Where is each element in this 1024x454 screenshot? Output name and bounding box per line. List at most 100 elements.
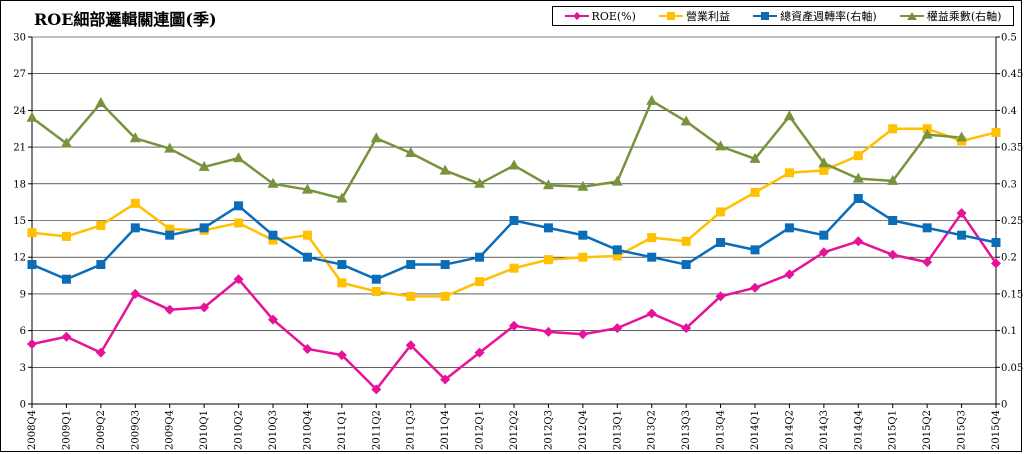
data-point <box>749 152 761 163</box>
data-point <box>61 231 71 241</box>
data-point <box>784 168 794 178</box>
data-point <box>853 193 863 203</box>
data-point <box>578 252 588 262</box>
y-right-tick-label: 0.5 <box>1001 33 1017 44</box>
x-tick-label: 2011Q1 <box>337 410 348 450</box>
data-point <box>542 179 554 190</box>
data-point <box>819 230 829 240</box>
data-point <box>370 132 382 143</box>
data-point <box>440 291 450 301</box>
chart-legend: ROE(%) 營業利益 總資產週轉率(右軸) 權益乘數(右軸) <box>552 6 1014 26</box>
data-point <box>888 216 898 225</box>
x-tick-label: 2013Q2 <box>647 410 658 450</box>
data-point <box>301 183 313 194</box>
x-tick-label: 2013Q4 <box>716 410 727 450</box>
data-point <box>61 331 72 342</box>
data-point <box>474 177 486 188</box>
data-point <box>336 192 348 203</box>
y-right-tick-label: 0.1 <box>1001 326 1017 337</box>
y-left-tick-label: 15 <box>13 216 26 227</box>
data-point <box>750 282 760 293</box>
x-tick-label: 2011Q4 <box>440 410 451 450</box>
data-point <box>509 216 519 225</box>
data-point <box>887 249 898 260</box>
x-tick-label: 2015Q2 <box>922 410 933 450</box>
x-tick-label: 2011Q3 <box>406 410 417 450</box>
x-tick-label: 2009Q2 <box>96 410 107 450</box>
data-point <box>27 228 37 238</box>
data-point <box>337 278 347 288</box>
legend-swatch-roe <box>564 12 589 20</box>
data-point <box>267 177 279 188</box>
data-point <box>750 187 760 197</box>
y-right-tick-label: 0.35 <box>1001 143 1023 154</box>
legend-label-asset-turnover: 總資產週轉率(右軸) <box>780 10 877 23</box>
x-tick-label: 2013Q3 <box>681 410 692 450</box>
data-point <box>784 269 795 280</box>
data-point <box>819 165 829 175</box>
data-point <box>750 245 760 255</box>
data-point <box>474 347 485 358</box>
legend-item-operating-profit: 營業利益 <box>659 8 730 24</box>
data-point <box>647 252 657 262</box>
y-left-tick-label: 0 <box>20 400 26 411</box>
data-point <box>95 97 107 108</box>
data-point <box>716 238 726 248</box>
x-tick-label: 2012Q3 <box>543 410 554 450</box>
data-point <box>268 314 278 325</box>
y-right-tick-label: 0.2 <box>1001 253 1017 264</box>
data-point <box>439 164 451 175</box>
y-left-tick-label: 6 <box>20 326 26 337</box>
data-point <box>681 260 691 270</box>
data-point <box>268 230 278 240</box>
data-point <box>783 110 795 121</box>
legend-swatch-equity-multiplier <box>899 12 924 20</box>
y-left-tick-label: 21 <box>13 143 26 154</box>
y-left-tick-label: 24 <box>13 106 26 117</box>
data-point <box>509 263 519 273</box>
x-tick-label: 2010Q4 <box>302 410 313 450</box>
data-point <box>406 291 416 301</box>
data-point <box>508 159 520 170</box>
data-point <box>475 277 485 287</box>
data-point <box>164 304 175 315</box>
data-point <box>887 174 899 185</box>
series-line <box>31 211 998 391</box>
data-point <box>475 252 485 262</box>
x-tick-label: 2009Q3 <box>130 410 141 450</box>
data-point <box>440 374 451 385</box>
legend-swatch-operating-profit <box>659 12 684 20</box>
data-point <box>543 255 553 265</box>
x-tick-label: 2013Q1 <box>612 410 623 450</box>
data-point <box>405 340 416 351</box>
data-point <box>957 230 967 240</box>
y-left-tick-label: 3 <box>20 363 26 374</box>
y-left-tick-label: 30 <box>13 33 26 44</box>
data-point <box>371 274 381 284</box>
data-point <box>268 235 278 245</box>
data-point <box>95 347 106 358</box>
x-tick-label: 2011Q2 <box>371 410 382 450</box>
y-right-tick-label: 0.45 <box>1001 69 1023 80</box>
legend-item-asset-turnover: 總資產週轉率(右軸) <box>753 8 877 24</box>
x-tick-label: 2012Q1 <box>475 410 486 450</box>
data-point <box>302 252 312 262</box>
legend-item-equity-multiplier: 權益乘數(右軸) <box>899 8 1001 24</box>
y-right-tick-label: 0.05 <box>1001 363 1023 374</box>
x-tick-label: 2012Q2 <box>509 410 520 450</box>
data-point <box>646 94 658 105</box>
data-point <box>130 288 141 299</box>
data-point <box>612 323 623 334</box>
y-right-tick-label: 0.3 <box>1001 179 1017 190</box>
x-tick-label: 2014Q2 <box>784 410 795 450</box>
x-tick-label: 2015Q4 <box>991 410 1002 450</box>
data-point <box>234 218 244 228</box>
x-tick-label: 2009Q4 <box>165 410 176 450</box>
series-lines <box>31 99 998 391</box>
data-point <box>405 146 417 157</box>
data-point <box>130 198 140 208</box>
data-point <box>199 302 210 313</box>
data-point <box>922 223 932 233</box>
data-point <box>233 274 244 285</box>
